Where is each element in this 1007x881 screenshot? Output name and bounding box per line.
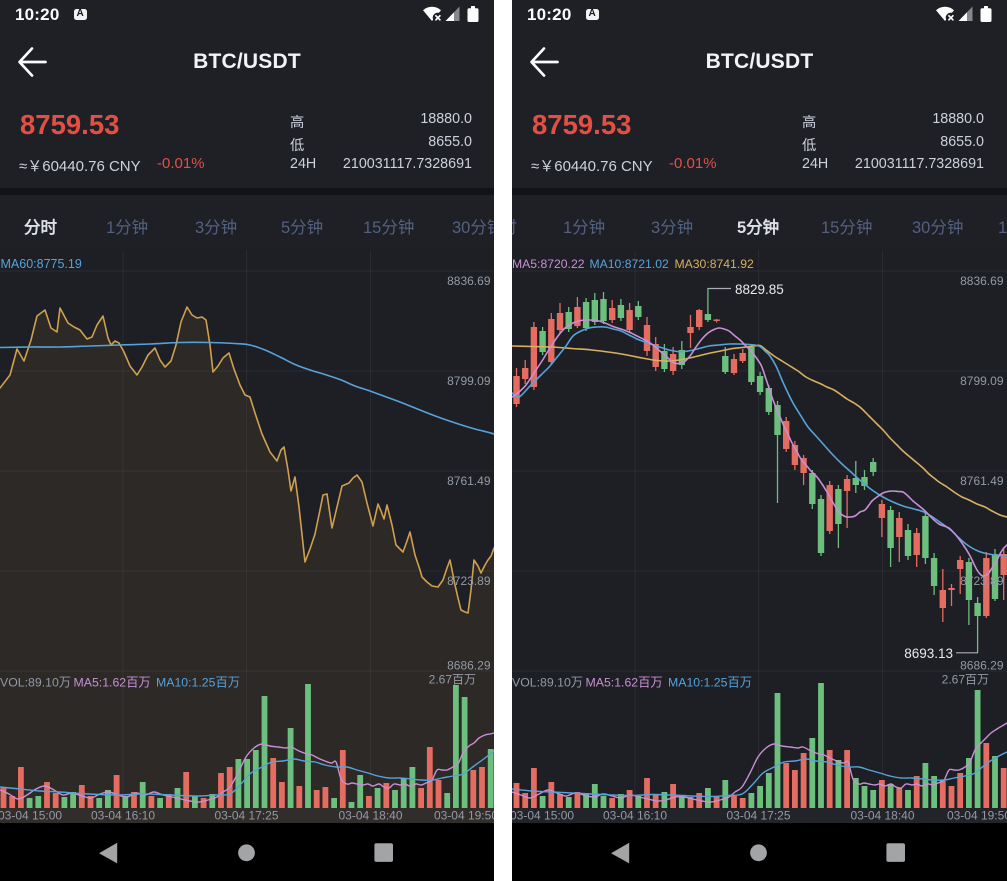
svg-text:MA10:1.25百万: MA10:1.25百万	[668, 676, 752, 690]
svg-text:03-04 15:00: 03-04 15:00	[512, 809, 574, 823]
svg-text:8836.69: 8836.69	[447, 274, 491, 288]
svg-text:03-04 16:10: 03-04 16:10	[603, 809, 667, 823]
svg-text:8761.49: 8761.49	[960, 474, 1004, 488]
svg-text:8723.89: 8723.89	[447, 574, 491, 588]
svg-text:2.67百万: 2.67百万	[429, 673, 476, 687]
svg-text:03-04 19:50: 03-04 19:50	[947, 809, 1007, 823]
svg-text:8723.89: 8723.89	[960, 574, 1004, 588]
svg-text:MA10:1.25百万: MA10:1.25百万	[156, 676, 240, 690]
svg-text:03-04 19:50: 03-04 19:50	[434, 809, 494, 823]
svg-text:03-04 16:10: 03-04 16:10	[91, 809, 155, 823]
svg-text:MA5:8720.22: MA5:8720.22	[512, 257, 585, 271]
svg-text:8836.69: 8836.69	[960, 274, 1004, 288]
svg-text:MA60:8775.19: MA60:8775.19	[1, 257, 82, 271]
svg-text:8693.13: 8693.13	[904, 646, 953, 661]
svg-text:8686.29: 8686.29	[960, 659, 1004, 673]
svg-text:8761.49: 8761.49	[447, 474, 491, 488]
svg-text:03-04 15:00: 03-04 15:00	[0, 809, 62, 823]
svg-text:03-04 17:25: 03-04 17:25	[726, 809, 790, 823]
svg-text:8799.09: 8799.09	[447, 374, 491, 388]
svg-text:MA10:8721.02: MA10:8721.02	[590, 257, 670, 271]
svg-text:VOL:89.10万: VOL:89.10万	[0, 676, 71, 690]
svg-text:MA30:8741.92: MA30:8741.92	[675, 257, 755, 271]
svg-text:03-04 17:25: 03-04 17:25	[214, 809, 278, 823]
svg-text:MA5:1.62百万: MA5:1.62百万	[74, 676, 151, 690]
svg-text:8829.85: 8829.85	[735, 282, 784, 297]
svg-text:VOL:89.10万: VOL:89.10万	[512, 676, 583, 690]
svg-text:03-04 18:40: 03-04 18:40	[338, 809, 402, 823]
svg-text:03-04 18:40: 03-04 18:40	[850, 809, 914, 823]
svg-text:8686.29: 8686.29	[447, 659, 491, 673]
svg-text:8799.09: 8799.09	[960, 374, 1004, 388]
svg-text:MA5:1.62百万: MA5:1.62百万	[586, 676, 663, 690]
svg-text:2.67百万: 2.67百万	[942, 673, 989, 687]
